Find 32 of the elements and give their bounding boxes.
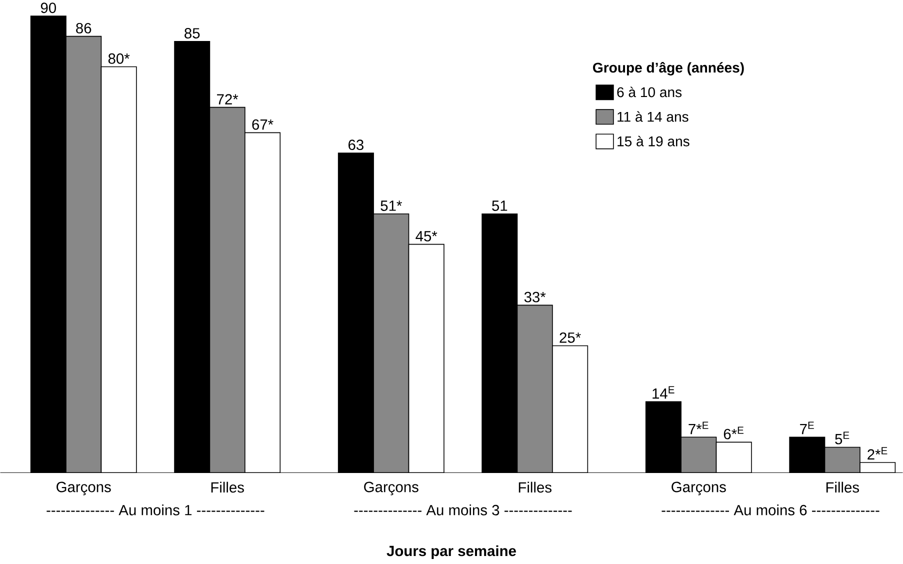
x-tick-label: Filles [211,482,244,493]
x-tick-label: Garçons [56,482,111,496]
data-label: 45* [416,231,438,242]
data-label: 67* [252,119,274,130]
data-label: 63 [348,140,364,150]
data-label: 7*$^{E}$ [688,422,708,434]
data-label: 86 [76,22,92,34]
x-tick-label: Garçons [672,482,726,496]
text: -------------- Au moins 3 -------------- [354,504,572,516]
legend-label: 15 à 19 ans [618,136,690,146]
data-label: 14$^{E}$ [652,386,674,399]
x-tick-label: Garçons [364,482,418,496]
legend-label: 6 à 10 ans [617,86,682,98]
data-label: 80* [108,53,130,64]
x-axis-title: Jours par semaine [386,545,516,560]
data-label: 2*$^{E}$ [868,447,888,460]
text: -------------- Au moins 1 -------------- [46,504,264,516]
text: -------------- Au moins 6 -------------- [662,504,880,516]
data-label: 51 [492,200,508,211]
data-label: 85 [184,28,200,38]
data-label: 25* [560,332,581,343]
data-label: 33* [524,292,546,302]
x-tick-label: Filles [518,482,552,493]
data-label: 90 [40,2,56,14]
data-label: 5$^{E}$ [835,432,850,444]
legend-label: 11 à 14 ans [618,111,688,122]
legend-title: Groupe d’âge (années) [593,62,744,76]
data-label: 51* [380,200,402,211]
data-label: 7$^{E}$ [800,422,814,434]
data-label: 6*$^{E}$ [724,426,744,440]
data-label: 72* [217,94,238,104]
x-tick-label: Filles [826,482,859,493]
